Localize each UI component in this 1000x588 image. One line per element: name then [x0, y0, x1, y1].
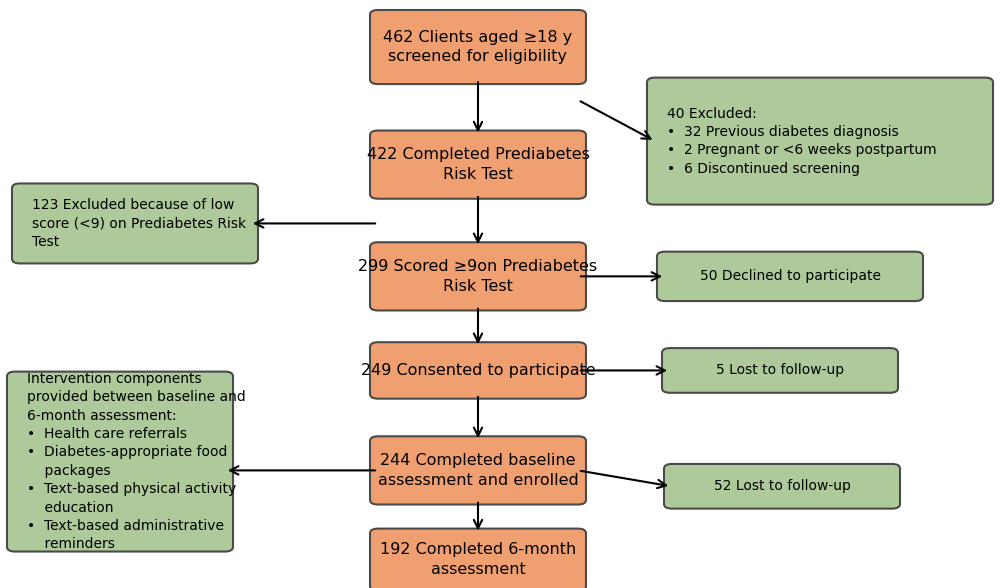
Text: 40 Excluded:
•  32 Previous diabetes diagnosis
•  2 Pregnant or <6 weeks postpar: 40 Excluded: • 32 Previous diabetes diag… — [667, 106, 937, 176]
Text: 52 Lost to follow-up: 52 Lost to follow-up — [714, 479, 850, 493]
FancyBboxPatch shape — [370, 10, 586, 84]
FancyBboxPatch shape — [7, 372, 233, 552]
FancyBboxPatch shape — [370, 242, 586, 310]
Text: 244 Completed baseline
assessment and enrolled: 244 Completed baseline assessment and en… — [378, 453, 578, 488]
Text: 50 Declined to participate: 50 Declined to participate — [700, 269, 881, 283]
FancyBboxPatch shape — [657, 252, 923, 301]
Text: 462 Clients aged ≥18 y
screened for eligibility: 462 Clients aged ≥18 y screened for elig… — [383, 29, 573, 65]
FancyBboxPatch shape — [12, 183, 258, 263]
Text: 249 Consented to participate: 249 Consented to participate — [361, 363, 595, 378]
Text: 123 Excluded because of low
score (<9) on Prediabetes Risk
Test: 123 Excluded because of low score (<9) o… — [32, 198, 246, 249]
FancyBboxPatch shape — [370, 131, 586, 199]
FancyBboxPatch shape — [370, 342, 586, 399]
FancyBboxPatch shape — [370, 529, 586, 588]
FancyBboxPatch shape — [370, 436, 586, 505]
FancyBboxPatch shape — [662, 348, 898, 393]
Text: 422 Completed Prediabetes
Risk Test: 422 Completed Prediabetes Risk Test — [367, 147, 589, 182]
Text: Intervention components
provided between baseline and
6-month assessment:
•  Hea: Intervention components provided between… — [27, 372, 246, 552]
Text: 299 Scored ≥9on Prediabetes
Risk Test: 299 Scored ≥9on Prediabetes Risk Test — [358, 259, 598, 294]
FancyBboxPatch shape — [664, 464, 900, 509]
Text: 192 Completed 6-month
assessment: 192 Completed 6-month assessment — [380, 542, 576, 577]
Text: 5 Lost to follow-up: 5 Lost to follow-up — [716, 363, 844, 377]
FancyBboxPatch shape — [647, 78, 993, 205]
